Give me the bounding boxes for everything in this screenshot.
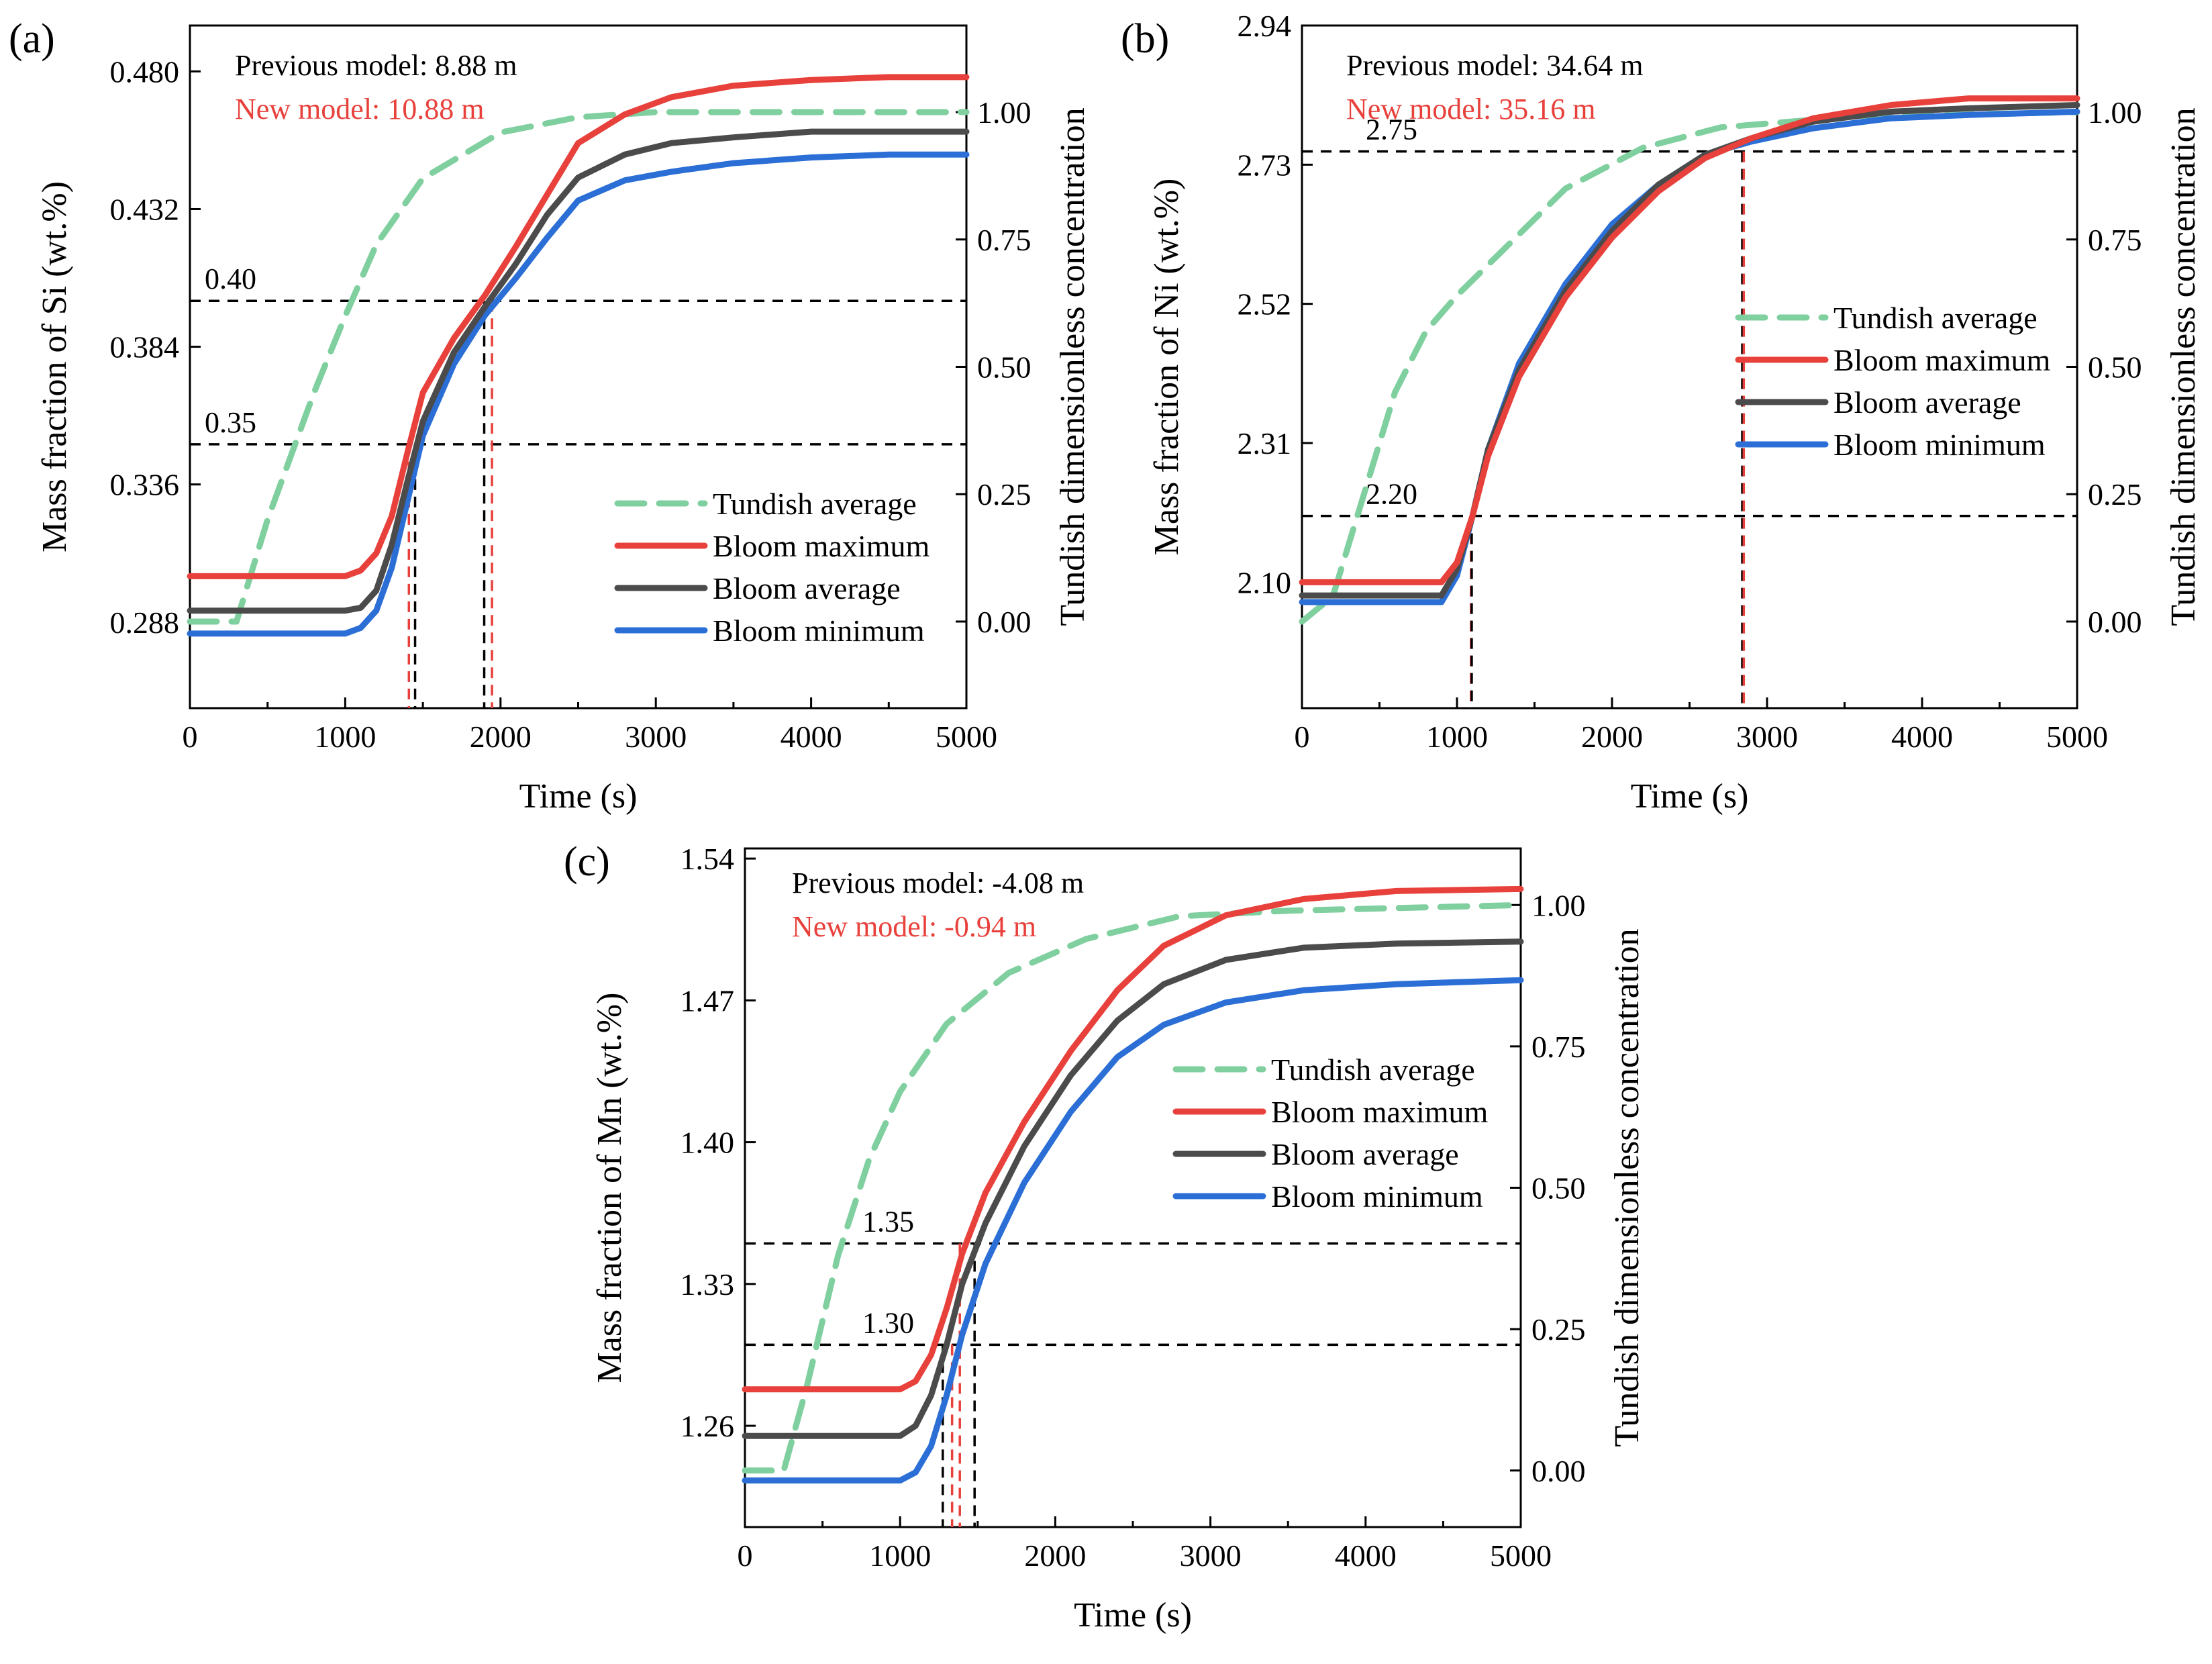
- x-tick-label: 4000: [1335, 1538, 1397, 1573]
- x-tick-label: 0: [1295, 720, 1310, 754]
- y-tick-label: 2.10: [1238, 565, 1292, 599]
- x-tick-label: 1000: [869, 1538, 931, 1573]
- y2-tick-label: 0.50: [1531, 1171, 1586, 1206]
- x-tick-label: 0: [738, 1538, 753, 1573]
- threshold-label: 1.30: [862, 1306, 914, 1339]
- x-tick-label: 2000: [470, 720, 532, 754]
- panel-b: 0 1000 2000 3000 4000 5000 2.10 2.31 2.52 2.73 2.9…: [1121, 9, 2203, 816]
- series-bloom-average: [742, 938, 1524, 1439]
- y2-tick-label: 0.75: [2088, 223, 2142, 257]
- y-tick-label: 1.40: [681, 1126, 735, 1160]
- x-tick-label: 2000: [1024, 1538, 1086, 1573]
- x-tick-label: 3000: [1180, 1538, 1242, 1573]
- x-tick-label: 4000: [781, 720, 842, 754]
- y-tick-label: 0.288: [110, 605, 180, 640]
- series-bloom-minimum: [187, 151, 970, 637]
- y-tick-label: 0.384: [110, 330, 180, 364]
- x-axis-label: Time (s): [1074, 1596, 1192, 1634]
- legend-label: Bloom maximum: [713, 529, 930, 563]
- legend-label: Bloom minimum: [713, 614, 925, 648]
- x-tick-label: 1000: [314, 720, 376, 754]
- new-model-note: New model: 10.88 m: [235, 93, 485, 126]
- legend-label: Bloom average: [713, 571, 901, 605]
- panel-label: (c): [564, 839, 610, 885]
- x-tick-label: 1000: [1426, 720, 1488, 754]
- y-tick-label: 1.47: [681, 983, 735, 1018]
- y2-tick-label: 0.25: [977, 477, 1032, 511]
- legend-label: Bloom maximum: [1833, 343, 2051, 377]
- y-axis-label: Mass fraction of Mn (wt.%): [591, 993, 629, 1383]
- x-tick-label: 5000: [1490, 1538, 1552, 1573]
- previous-model-note: Previous model: -4.08 m: [792, 867, 1084, 899]
- y-tick-label: 2.31: [1238, 426, 1292, 460]
- y-tick-label: 1.33: [681, 1267, 735, 1302]
- y2-tick-label: 1.00: [2088, 95, 2142, 130]
- legend-label: Bloom minimum: [1271, 1179, 1483, 1214]
- y-tick-label: 2.73: [1238, 148, 1292, 182]
- threshold-label: 2.20: [1366, 478, 1417, 511]
- plot-frame: [189, 24, 968, 709]
- series-tundish-average: [742, 901, 1524, 1474]
- threshold-label: 0.35: [205, 406, 256, 439]
- legend-label: Bloom maximum: [1271, 1095, 1489, 1129]
- threshold-label: 0.40: [205, 262, 256, 295]
- x-axis-label: Time (s): [1631, 777, 1749, 816]
- y2-axis-label: Tundish dimensionless concentration: [1608, 928, 1646, 1447]
- x-axis-label: Time (s): [519, 777, 638, 816]
- y2-tick-label: 0.75: [977, 223, 1032, 257]
- legend-label: Bloom minimum: [1833, 428, 2046, 462]
- y-tick-label: 2.52: [1238, 287, 1292, 322]
- y-tick-label: 1.54: [681, 842, 735, 876]
- y2-tick-label: 1.00: [977, 95, 1032, 130]
- y-tick-label: 0.480: [110, 54, 180, 89]
- y2-tick-label: 0.50: [2088, 350, 2142, 385]
- y2-tick-label: 1.00: [1531, 888, 1586, 922]
- y-tick-label: 1.26: [681, 1409, 735, 1443]
- previous-model-note: Previous model: 34.64 m: [1346, 49, 1643, 82]
- panel-label: (a): [9, 16, 55, 62]
- series-bloom-maximum: [1299, 95, 2080, 585]
- legend-label: Bloom average: [1833, 385, 2021, 420]
- y2-tick-label: 0.25: [2088, 477, 2142, 511]
- new-model-note: New model: 35.16 m: [1346, 93, 1596, 126]
- panel-a: 0 1000 2000 3000 4000 5000 0.288 0.336 0.384 0.43…: [9, 16, 1092, 816]
- y2-tick-label: 0.00: [2088, 605, 2142, 639]
- previous-model-note: Previous model: 8.88 m: [235, 49, 517, 82]
- series-tundish-average: [1299, 109, 2080, 625]
- y-axis-label: Mass fraction of Ni (wt.%): [1148, 179, 1186, 556]
- series-bloom-maximum: [187, 74, 970, 579]
- new-model-note: New model: -0.94 m: [792, 910, 1036, 943]
- x-tick-label: 0: [183, 720, 198, 754]
- x-tick-label: 2000: [1581, 720, 1643, 754]
- y2-axis-label: Tundish dimensionless concentration: [2164, 107, 2203, 626]
- series-bloom-maximum: [742, 885, 1524, 1393]
- y2-tick-label: 0.75: [1531, 1030, 1586, 1064]
- legend-label: Tundish average: [1271, 1053, 1475, 1087]
- legend-label: Tundish average: [1833, 301, 2038, 335]
- y-tick-label: 2.94: [1238, 9, 1292, 43]
- series-tundish-average: [187, 109, 970, 625]
- panel-c: 0 1000 2000 3000 4000 5000 1.26 1.33 1.40 1.47 1.5…: [564, 839, 1646, 1634]
- y-tick-label: 0.336: [110, 468, 180, 502]
- series-bloom-average: [187, 128, 970, 614]
- panel-label: (b): [1121, 16, 1169, 62]
- y2-tick-label: 0.00: [977, 605, 1032, 639]
- threshold-label: 1.35: [862, 1205, 914, 1238]
- y2-tick-label: 0.50: [977, 350, 1032, 385]
- y-axis-label: Mass fraction of Si (wt.%): [36, 181, 74, 552]
- x-tick-label: 3000: [1736, 720, 1798, 754]
- y-tick-label: 0.432: [110, 192, 180, 226]
- y2-tick-label: 0.00: [1531, 1454, 1586, 1488]
- legend-label: Bloom average: [1271, 1137, 1459, 1171]
- x-tick-label: 4000: [1891, 720, 1953, 754]
- y2-tick-label: 0.25: [1531, 1312, 1586, 1347]
- y2-axis-label: Tundish dimensionless concentration: [1054, 107, 1092, 626]
- x-tick-label: 3000: [625, 720, 687, 754]
- threshold-label: 2.75: [1366, 113, 1417, 146]
- series-bloom-minimum: [742, 977, 1524, 1484]
- legend-label: Tundish average: [713, 487, 917, 521]
- x-tick-label: 5000: [936, 720, 997, 754]
- x-tick-label: 5000: [2046, 720, 2108, 754]
